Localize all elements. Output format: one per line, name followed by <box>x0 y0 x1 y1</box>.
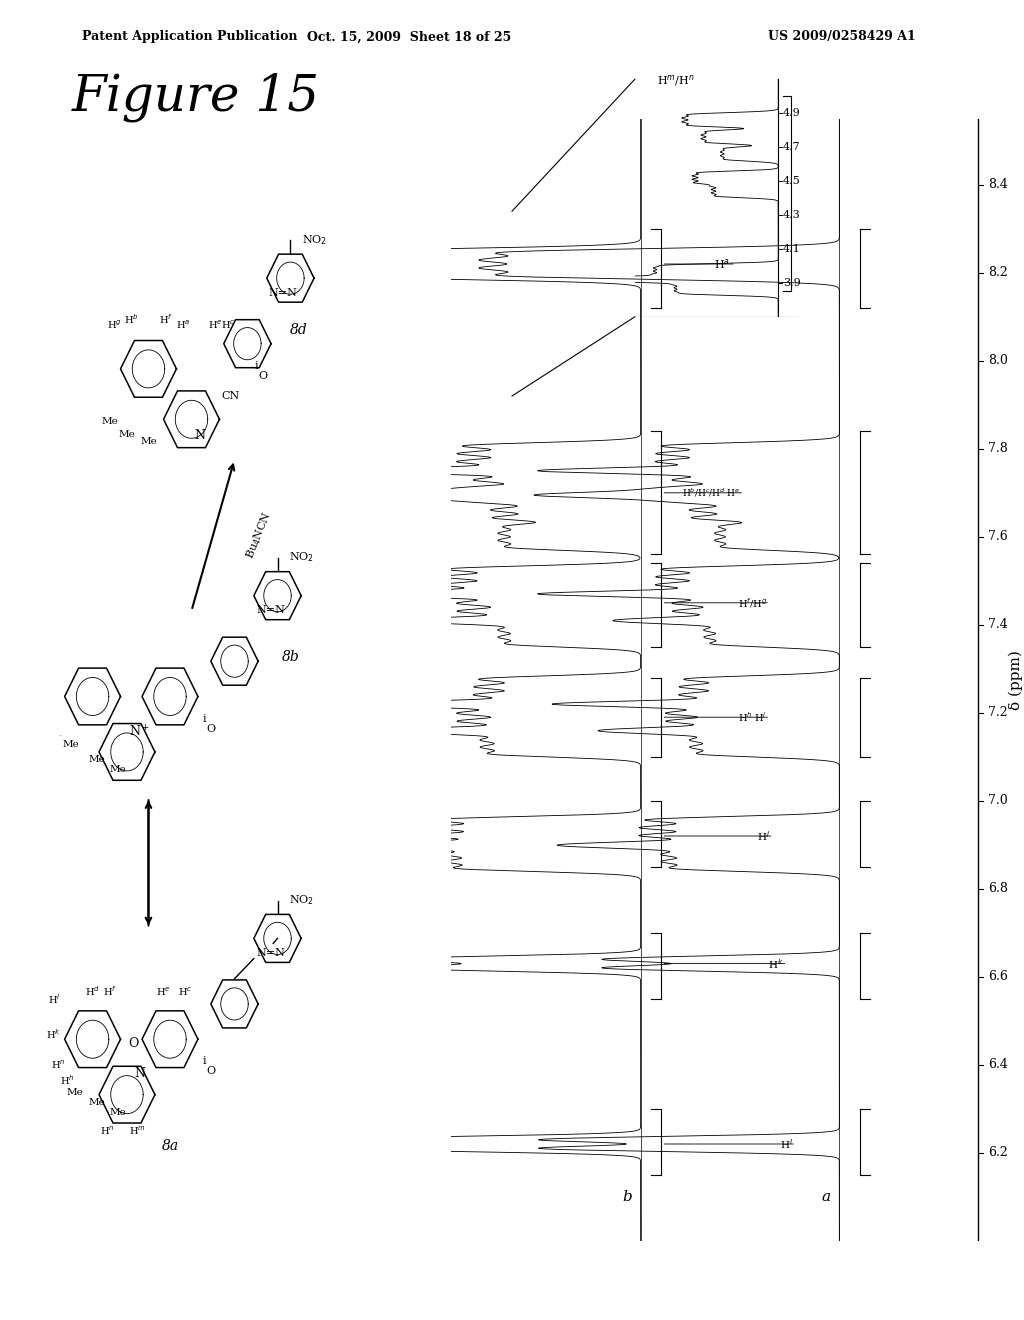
Text: b: b <box>623 1189 632 1204</box>
Text: Me: Me <box>110 1107 127 1117</box>
Text: Me: Me <box>110 766 127 774</box>
Text: Me: Me <box>67 1088 84 1097</box>
Text: CN: CN <box>221 391 240 401</box>
Text: 4.5: 4.5 <box>783 176 801 186</box>
Text: H$^c$: H$^c$ <box>221 318 236 330</box>
Text: Patent Application Publication: Patent Application Publication <box>82 30 297 44</box>
Text: a: a <box>821 1189 830 1204</box>
Text: _: _ <box>59 731 61 735</box>
Text: 6.4: 6.4 <box>988 1059 1008 1072</box>
Text: H$^f$: H$^f$ <box>102 985 117 998</box>
Text: 4.1: 4.1 <box>783 244 801 253</box>
Text: N=N: N=N <box>257 948 286 958</box>
Text: H$^h$: H$^h$ <box>59 1073 74 1086</box>
Text: 8.0: 8.0 <box>988 354 1008 367</box>
Text: H$^e$: H$^e$ <box>208 318 222 330</box>
Text: NO$_2$: NO$_2$ <box>289 894 313 907</box>
Text: H$^k$: H$^k$ <box>768 957 784 970</box>
Text: H$^f$/H$^g$: H$^f$/H$^g$ <box>737 595 767 610</box>
Text: Me: Me <box>88 755 105 764</box>
Text: Me: Me <box>101 417 118 426</box>
Text: 7.8: 7.8 <box>988 442 1008 455</box>
Text: Me: Me <box>119 430 135 440</box>
Text: US 2009/0258429 A1: US 2009/0258429 A1 <box>768 30 915 44</box>
Text: Figure 15: Figure 15 <box>72 73 319 123</box>
Text: δ (ppm): δ (ppm) <box>1009 649 1023 710</box>
Text: 6.8: 6.8 <box>988 882 1008 895</box>
Text: H$^e$: H$^e$ <box>157 986 171 998</box>
Text: H$^k$: H$^k$ <box>46 1027 61 1041</box>
Text: H$^b$: H$^b$ <box>124 312 138 326</box>
Text: 7.6: 7.6 <box>988 531 1008 544</box>
Text: 4.3: 4.3 <box>783 210 801 220</box>
Text: H$^n$: H$^n$ <box>100 1125 115 1137</box>
Text: NO$_2$: NO$_2$ <box>301 232 327 247</box>
Text: O: O <box>206 723 215 734</box>
Text: H$^a$: H$^a$ <box>176 318 190 330</box>
Text: Me: Me <box>88 1098 105 1106</box>
Text: H$^j$: H$^j$ <box>757 829 770 843</box>
Text: N=N: N=N <box>269 288 298 298</box>
Text: H$^f$: H$^f$ <box>159 312 173 326</box>
Text: 7.0: 7.0 <box>988 795 1008 808</box>
Text: 6.6: 6.6 <box>988 970 1008 983</box>
Text: 8.4: 8.4 <box>988 178 1008 191</box>
Text: 8a: 8a <box>162 1139 178 1154</box>
Text: NO$_2$: NO$_2$ <box>289 550 313 564</box>
Text: H$^l$: H$^l$ <box>779 1137 793 1151</box>
Text: N=N: N=N <box>257 606 286 615</box>
Text: 7.2: 7.2 <box>988 706 1008 719</box>
Text: N$^+$: N$^+$ <box>129 725 151 739</box>
Text: Oct. 15, 2009  Sheet 18 of 25: Oct. 15, 2009 Sheet 18 of 25 <box>307 30 512 44</box>
Text: H$^d$: H$^d$ <box>85 985 100 998</box>
Text: i: i <box>254 360 258 371</box>
Text: O: O <box>206 1067 215 1077</box>
Text: 4.7: 4.7 <box>783 143 801 152</box>
Text: 8b: 8b <box>282 651 299 664</box>
Text: H$^g$: H$^g$ <box>106 318 122 330</box>
Text: 7.4: 7.4 <box>988 618 1008 631</box>
Text: 3.9: 3.9 <box>783 277 801 288</box>
Text: N: N <box>195 429 206 442</box>
Text: Me: Me <box>62 741 80 748</box>
Text: N: N <box>134 1067 145 1080</box>
Text: H$^c$: H$^c$ <box>178 986 193 998</box>
Text: H$^m$: H$^m$ <box>129 1125 146 1137</box>
Text: O: O <box>128 1036 138 1049</box>
Text: H$^h$ H$^i$: H$^h$ H$^i$ <box>738 710 767 725</box>
Text: 4.9: 4.9 <box>783 108 801 119</box>
Text: O: O <box>258 371 267 381</box>
Text: i: i <box>203 714 206 723</box>
Text: H$^m$/H$^n$: H$^m$/H$^n$ <box>657 73 694 87</box>
Text: Bu$_4$NCN: Bu$_4$NCN <box>243 510 274 561</box>
Text: H$^l$: H$^l$ <box>48 993 60 1006</box>
Text: Me: Me <box>140 437 157 446</box>
Text: H$^n$: H$^n$ <box>51 1059 66 1072</box>
Text: H$^b$/H$^c$/H$^d$ H$^e$: H$^b$/H$^c$/H$^d$ H$^e$ <box>682 487 741 499</box>
Text: 8.2: 8.2 <box>988 267 1008 280</box>
Text: 6.2: 6.2 <box>988 1146 1008 1159</box>
Text: i: i <box>203 1056 206 1067</box>
Text: 8d: 8d <box>290 322 308 337</box>
Text: H$^a$: H$^a$ <box>715 257 730 271</box>
